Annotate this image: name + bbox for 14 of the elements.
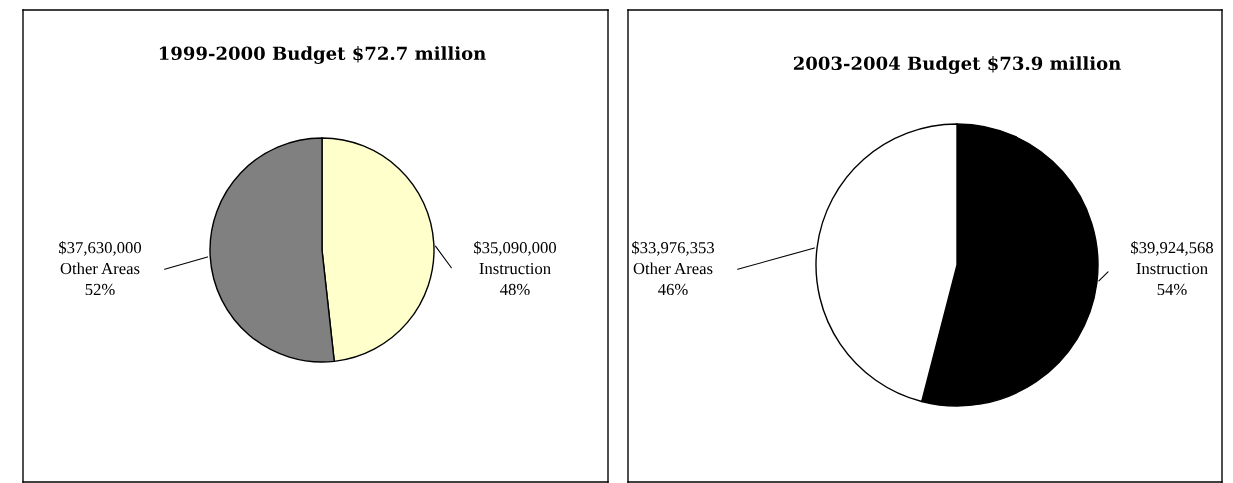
legend-label: Instruction: [1136, 262, 1208, 275]
data-label: $33,976,353: [632, 241, 715, 256]
data-label: $37,630,000: [59, 241, 142, 256]
text: 52%: [85, 283, 115, 296]
data-label: $35,090,000: [474, 241, 557, 256]
text: 54%: [1157, 283, 1187, 296]
slice-label: Other Areas: [633, 262, 713, 275]
chart-title: 2003-2004 Budget $73.9 million: [793, 56, 1121, 74]
legend-label: Instruction: [479, 262, 551, 275]
data-label: $39,924,568: [1131, 241, 1214, 256]
chart-title: 1999-2000 Budget $72.7 million: [159, 46, 486, 64]
text: 46%: [658, 283, 688, 296]
slice-label: Other Areas: [60, 262, 140, 275]
text: 48%: [500, 283, 530, 296]
